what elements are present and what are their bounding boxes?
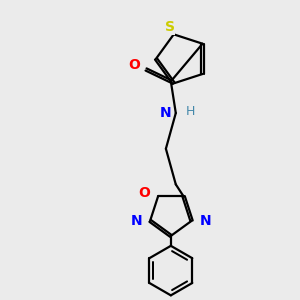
Text: O: O xyxy=(128,58,140,71)
Text: N: N xyxy=(160,106,172,120)
Text: H: H xyxy=(186,105,195,118)
Text: N: N xyxy=(200,214,211,228)
Text: O: O xyxy=(138,185,150,200)
Text: S: S xyxy=(165,20,175,34)
Text: N: N xyxy=(130,214,142,228)
